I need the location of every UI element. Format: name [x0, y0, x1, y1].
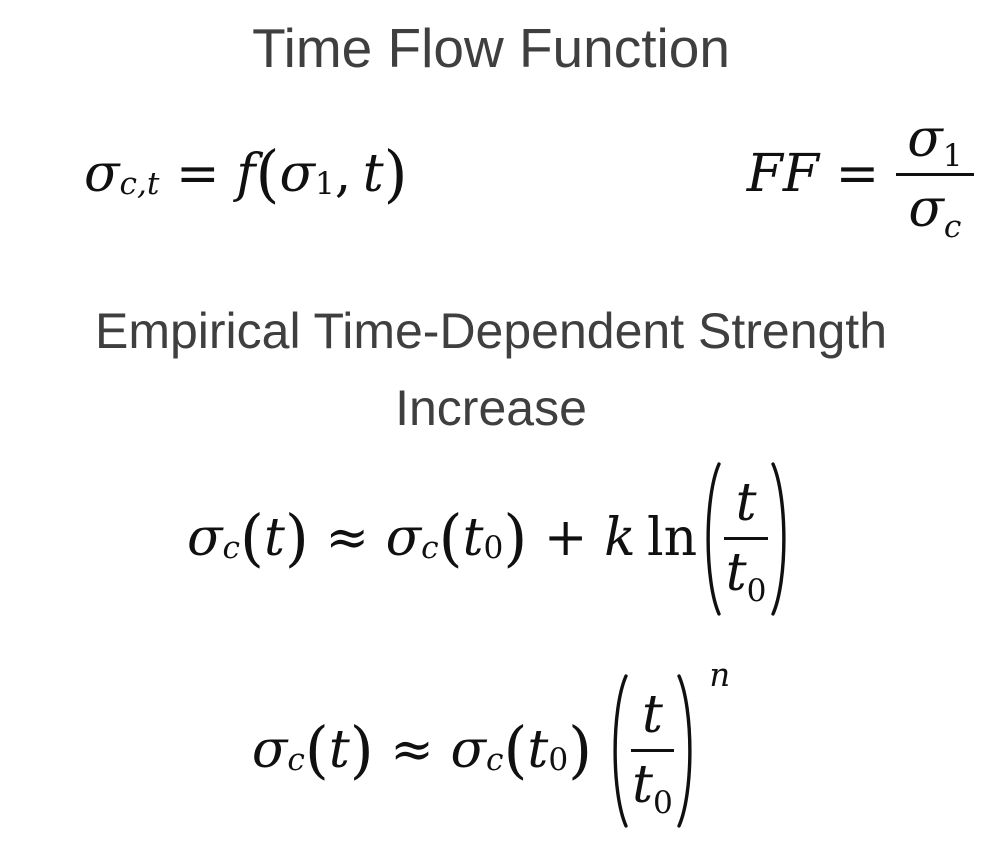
fraction-sigma1-over-sigmac: σ1 σc: [895, 108, 974, 242]
equals-sign: =: [835, 144, 880, 205]
formula-row: σ c,t = f(σ 1, t) FF = σ1 σc: [0, 99, 982, 251]
subscript-c: c: [222, 530, 240, 567]
title-line-1: Empirical Time-Dependent Strength: [94, 302, 888, 359]
sigma-symbol: σ: [908, 179, 944, 240]
subscript-c: c: [486, 742, 504, 779]
approx-sign: ≈: [390, 720, 434, 781]
formula-log-strength: σ c(t) ≈ σ c(t 0) + k ln t t0: [0, 453, 982, 625]
variable-t: t: [362, 144, 384, 205]
fraction-numerator: t: [630, 684, 675, 753]
subscript-1: 1: [942, 138, 963, 175]
sigma-symbol: σ: [385, 508, 422, 569]
variable-t: t: [462, 508, 484, 569]
fraction-numerator: σ1: [895, 108, 974, 177]
comma: ,: [334, 144, 352, 205]
close-paren: ): [284, 503, 309, 575]
variable-t: t: [263, 508, 285, 569]
fraction-denominator: t0: [724, 540, 768, 606]
coefficient-k: k: [604, 508, 636, 569]
equals-sign: =: [176, 144, 220, 205]
title-time-flow-function: Time Flow Function: [252, 17, 730, 79]
sigma-symbol: σ: [279, 144, 315, 205]
title-line-2: Increase: [395, 379, 587, 436]
subscript-c: c: [287, 742, 305, 779]
fraction-denominator: σc: [896, 176, 974, 242]
open-paren: (: [438, 503, 463, 575]
open-paren: (: [240, 503, 264, 575]
function-f-symbol: f: [236, 144, 256, 205]
close-paren: ): [383, 139, 408, 211]
big-close-paren: [771, 462, 786, 616]
flow-factor-symbol: FF: [746, 144, 819, 205]
variable-t: t: [642, 684, 663, 745]
sigma-symbol: σ: [907, 108, 943, 169]
subscript-0: 0: [483, 530, 504, 567]
fraction-denominator: t0: [631, 752, 675, 818]
plus-sign: +: [543, 508, 588, 569]
fraction-t-over-t0: t t0: [724, 472, 768, 606]
close-paren: ): [349, 715, 374, 787]
variable-t: t: [527, 720, 549, 781]
subscript-1: 1: [314, 166, 335, 203]
variable-t: t: [328, 720, 350, 781]
fraction-numerator: t: [724, 472, 768, 541]
formula-power-strength: σ c(t) ≈ σ c(t 0) t t0 n: [0, 659, 982, 839]
subscript-c-t: c,t: [119, 166, 160, 203]
open-paren: (: [503, 715, 528, 787]
formula-sigma-ct-definition: σ c,t = f(σ 1, t): [84, 139, 408, 211]
sigma-symbol: σ: [450, 720, 487, 781]
variable-t: t: [735, 472, 757, 533]
close-paren: ): [503, 503, 528, 575]
sigma-symbol: σ: [251, 720, 288, 781]
subscript-0: 0: [652, 784, 673, 821]
subscript-c: c: [421, 530, 439, 567]
natural-log-function: ln: [647, 508, 698, 569]
formula-flow-factor: FF = σ1 σc: [746, 108, 974, 242]
close-paren: ): [568, 715, 593, 787]
fraction-t-over-t0: t t0: [630, 684, 675, 818]
variable-t: t: [632, 755, 653, 816]
sigma-symbol: σ: [84, 144, 120, 205]
exponent-n: n: [709, 655, 731, 694]
big-close-paren: [677, 674, 692, 828]
subscript-c: c: [943, 208, 962, 245]
big-open-paren: [706, 462, 721, 616]
variable-t: t: [725, 543, 747, 604]
big-open-paren: [613, 674, 628, 828]
subscript-0: 0: [746, 572, 767, 609]
open-paren: (: [304, 715, 329, 787]
approx-sign: ≈: [325, 508, 370, 569]
open-paren: (: [255, 139, 280, 211]
subscript-0: 0: [548, 742, 569, 779]
sigma-symbol: σ: [187, 508, 223, 569]
title-empirical-strength-increase: Empirical Time-Dependent Strength Increa…: [0, 293, 982, 447]
